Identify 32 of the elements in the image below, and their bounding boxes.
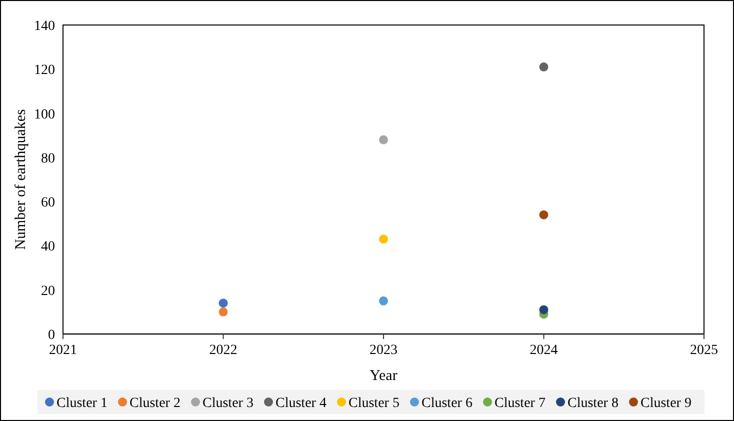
x-axis-title: Year	[370, 368, 398, 384]
y-tick-label: 40	[41, 240, 55, 255]
point	[539, 62, 548, 72]
legend-label: Cluster 7	[494, 396, 546, 411]
legend-label: Cluster 6	[422, 396, 472, 411]
x-tick-label: 2024	[530, 343, 558, 358]
y-axis-title: Number of earthquakes	[13, 108, 29, 250]
legend-label: Cluster 2	[130, 396, 180, 411]
point	[379, 234, 388, 244]
point	[218, 307, 228, 316]
legend-label: Cluster 1	[56, 396, 108, 411]
y-tick-label: 0	[48, 328, 55, 343]
point	[379, 135, 388, 144]
point	[218, 298, 228, 308]
point	[539, 210, 548, 220]
legend-label: Cluster 5	[348, 396, 400, 411]
legend-label: Cluster 9	[640, 396, 692, 411]
y-tick-label: 20	[41, 284, 55, 299]
y-tick-label: 140	[34, 19, 55, 34]
y-tick-label: 100	[34, 107, 55, 122]
x-tick-label: 2025	[690, 343, 718, 358]
point	[539, 305, 548, 314]
y-tick-label: 80	[41, 151, 55, 166]
x-tick-label: 2023	[370, 343, 398, 358]
x-tick-label: 2022	[209, 343, 238, 358]
legend-label: Cluster 4	[276, 396, 326, 411]
legend-label: Cluster 3	[202, 396, 254, 411]
x-tick-label: 2021	[49, 343, 77, 358]
point	[379, 296, 388, 306]
legend-label: Cluster 8	[568, 396, 618, 411]
y-tick-label: 120	[34, 63, 55, 78]
y-tick-label: 60	[41, 196, 55, 211]
